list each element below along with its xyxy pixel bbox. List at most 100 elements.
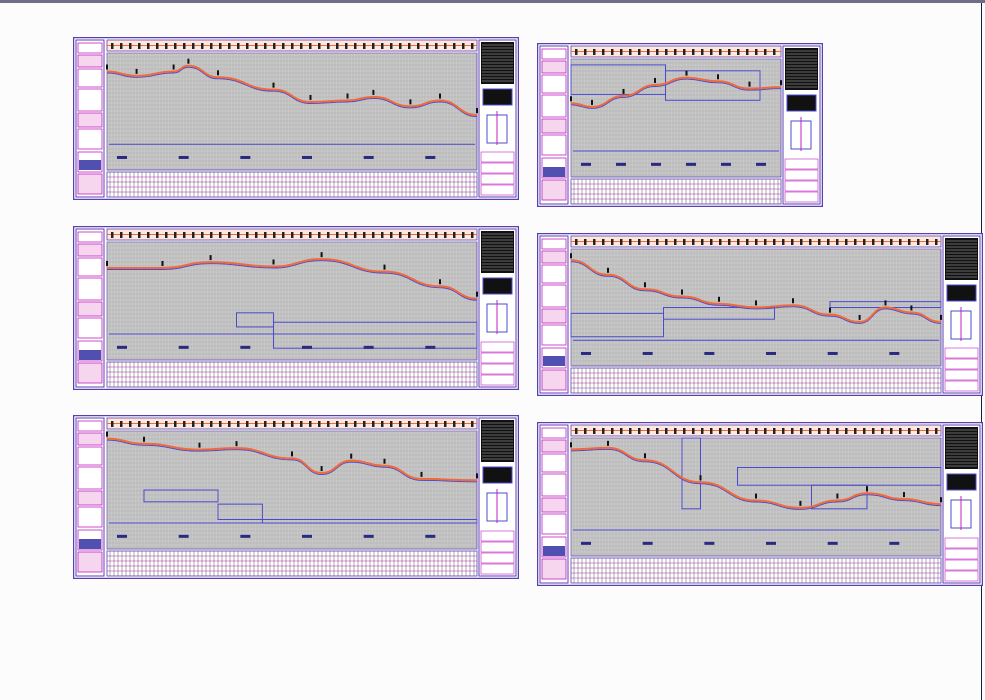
station-mark (246, 43, 249, 49)
title-block-panel (541, 238, 567, 250)
station-mark (575, 239, 578, 245)
drawing-sheet-1[interactable] (73, 37, 519, 200)
drawing-sheet-2[interactable] (73, 226, 519, 390)
sheet-drawing (537, 43, 823, 207)
title-block-panel (541, 497, 567, 513)
station-mark (908, 239, 911, 245)
elevation-label (884, 300, 887, 306)
elevation-label (439, 93, 441, 99)
drawing-sheet-5[interactable] (537, 233, 983, 396)
station-mark (755, 428, 758, 434)
station-mark (345, 232, 348, 238)
drawing-sheet-4[interactable] (537, 43, 823, 207)
elevation-label (198, 442, 201, 448)
station-mark (156, 421, 159, 427)
left-title-column (75, 417, 105, 577)
station-mark (201, 43, 204, 49)
note-label (178, 345, 189, 349)
title-block-panel (541, 118, 567, 134)
elevation-label (699, 475, 702, 481)
station-mark (647, 428, 650, 434)
title-block-panel (77, 506, 103, 528)
station-mark (174, 232, 177, 238)
station-mark (584, 239, 587, 245)
ground-profile-line (106, 437, 478, 482)
drawing-sheet-3[interactable] (73, 415, 519, 579)
station-mark (255, 421, 258, 427)
station-mark (656, 239, 659, 245)
logo-mark (543, 167, 565, 177)
station-mark (746, 428, 749, 434)
note-label (827, 541, 838, 545)
station-mark (755, 239, 758, 245)
station-mark (593, 49, 596, 55)
station-mark (935, 428, 938, 434)
elevation-label (476, 108, 478, 114)
station-mark (674, 428, 677, 434)
station-mark (453, 232, 456, 238)
bottom-data-table (570, 178, 782, 205)
elevation-label (792, 298, 794, 304)
title-block-panel (77, 112, 103, 128)
station-mark (399, 43, 402, 49)
title-block-panel (541, 369, 567, 391)
station-mark (165, 43, 168, 49)
station-mark (336, 421, 339, 427)
note-label (581, 351, 591, 355)
note-label (117, 155, 127, 159)
ground-profile-line (107, 258, 478, 300)
design-grade-line (570, 78, 782, 109)
station-mark (773, 428, 776, 434)
station-mark (300, 421, 303, 427)
elevation-label (718, 296, 720, 302)
station-mark (120, 232, 123, 238)
left-title-column (75, 228, 105, 388)
ground-profile-line (570, 76, 782, 108)
station-mark (872, 239, 875, 245)
station-mark (129, 421, 132, 427)
legend-table (482, 88, 513, 106)
station-mark (836, 239, 839, 245)
elevation-label (685, 70, 688, 76)
station-mark (773, 239, 776, 245)
table-frame (570, 178, 782, 205)
title-block-cell (944, 347, 979, 359)
station-mark (318, 43, 321, 49)
title-block-panel (77, 231, 103, 243)
station-mark (656, 428, 659, 434)
logo-mark (79, 160, 101, 170)
station-mark (345, 421, 348, 427)
profile-grid (106, 52, 478, 171)
elevation-label (622, 88, 625, 94)
station-mark (638, 49, 641, 55)
title-block-cell (480, 341, 515, 353)
elevation-label (829, 307, 831, 313)
station-mark (809, 239, 812, 245)
top-plan-strip (106, 417, 478, 430)
elevation-label (940, 497, 942, 503)
elevation-label (420, 471, 423, 477)
station-mark (228, 421, 231, 427)
elevation-label (187, 58, 190, 64)
station-mark (246, 232, 249, 238)
station-mark (309, 232, 312, 238)
station-mark (462, 232, 465, 238)
title-block-panel (541, 473, 567, 497)
note-label (642, 541, 653, 545)
title-block-panel (541, 308, 567, 324)
station-mark (138, 43, 141, 49)
station-mark (354, 232, 357, 238)
station-mark (291, 232, 294, 238)
title-block-cell (480, 151, 515, 163)
drawing-sheet-6[interactable] (537, 422, 983, 586)
note-label (117, 534, 127, 538)
note-label (642, 351, 653, 355)
station-mark (408, 232, 411, 238)
station-mark (926, 239, 929, 245)
station-mark (219, 43, 222, 49)
profile-grid (106, 241, 478, 361)
station-mark (791, 239, 794, 245)
station-mark (399, 421, 402, 427)
note-label (704, 351, 715, 355)
sheet-drawing (73, 226, 519, 390)
